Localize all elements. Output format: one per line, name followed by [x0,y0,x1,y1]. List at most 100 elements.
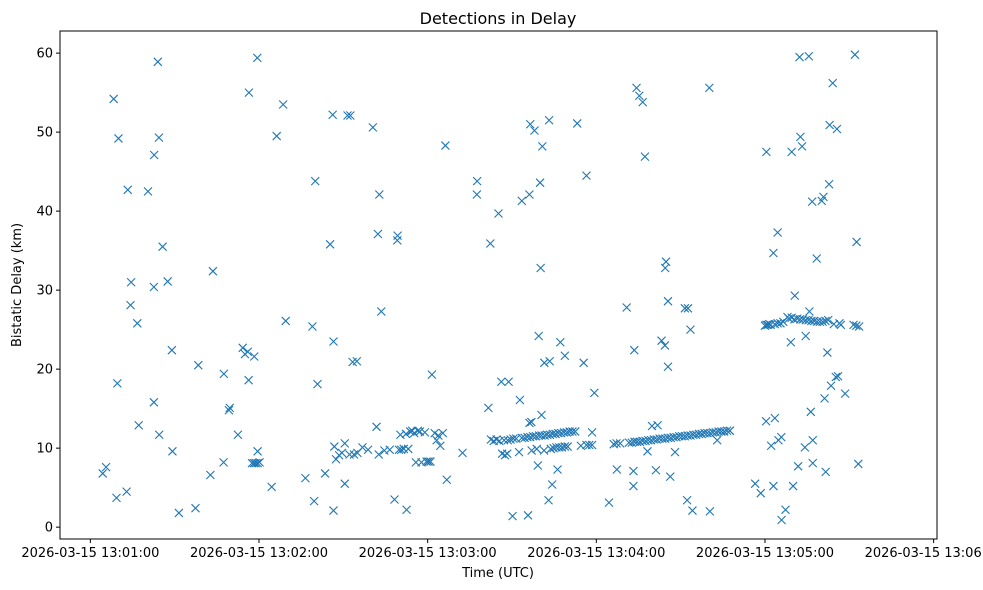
data-point-marker [149,150,159,160]
data-point-marker [629,345,639,355]
data-point-marker [532,444,542,454]
data-point-marker [525,418,534,428]
data-point-marker [850,50,860,60]
data-point-marker [483,403,493,413]
data-point-marker [821,467,831,477]
data-point-marker [174,508,184,518]
data-point-marker [722,426,732,436]
data-point-marker [249,352,259,361]
x-tick-label: 2026-03-15 13:06:00 [865,546,983,561]
data-point-marker [790,291,800,301]
data-point-marker [761,147,771,157]
data-point-marker [788,481,798,491]
data-point-marker [536,263,546,273]
data-point-marker [132,318,142,328]
data-point-marker [849,320,858,330]
data-point-marker [112,378,122,388]
data-point-marker [101,462,111,472]
data-point-marker [545,356,555,366]
data-point-marker [796,132,805,142]
data-point-marker [622,303,632,312]
data-point-marker [123,185,133,195]
data-point-marker [390,495,399,504]
data-point-marker [122,487,132,496]
data-point-marker [665,472,675,481]
data-point-marker [244,375,253,385]
data-point-marker [773,318,783,328]
data-point-marker [219,369,229,379]
plot-border [59,30,938,540]
data-point-marker [343,111,352,120]
data-point-marker [853,459,863,469]
data-point-marker [781,505,790,515]
data-point-marker [442,475,452,485]
data-point-marker [126,300,135,310]
data-point-marker [337,448,347,458]
data-point-marker [301,473,310,483]
data-point-marker [267,482,277,492]
data-point-marker [682,495,692,505]
data-point-marker [329,337,338,346]
data-point-marker [807,197,817,207]
data-point-marker [158,242,167,252]
y-axis-ticks: 0 10 20 30 40 50 60 [36,47,60,536]
data-point-marker [663,296,673,306]
data-point-marker [833,371,843,381]
data-point-marker [587,427,597,437]
y-tick-label: 30 [36,284,53,299]
data-point-marker [432,435,442,445]
data-point-marker [514,447,524,457]
data-point-marker [530,126,539,135]
data-point-marker [358,442,367,452]
data-point-marker [527,446,537,455]
data-point-marker [632,83,641,93]
data-point-marker [686,325,695,335]
data-point-marker [153,57,163,67]
y-tick-label: 20 [36,363,53,378]
data-point-marker [800,442,810,452]
data-point-marker [494,209,503,218]
data-point-marker [670,447,680,457]
data-point-marker [278,100,288,109]
data-point-marker [345,111,355,120]
data-point-marker [345,450,354,459]
data-point-marker [638,97,648,107]
data-point-marker [238,343,248,353]
data-point-marker [372,422,381,432]
data-point-marker [504,377,514,387]
data-markers [98,50,864,525]
data-point-marker [340,479,350,489]
data-point-marker [657,336,666,346]
data-point-marker [824,179,834,189]
data-point-marker [112,493,121,503]
data-point-marker [651,465,661,475]
data-point-marker [424,457,433,466]
data-point-marker [492,435,501,444]
data-point-marker [134,420,144,430]
data-point-marker [766,441,776,451]
data-point-marker [776,318,785,328]
data-point-marker [208,266,218,276]
data-point-marker [109,94,119,104]
data-point-marker [503,435,513,445]
data-point-marker [253,446,262,456]
data-point-marker [640,152,650,162]
data-point-marker [761,320,771,330]
data-point-marker [525,119,535,129]
x-tick-label: 2026-03-15 13:05:00 [696,546,834,561]
data-point-marker [440,141,450,150]
data-point-marker [852,237,861,247]
data-point-marker [806,407,816,417]
data-point-marker [225,403,235,413]
data-point-marker [426,457,435,466]
data-point-marker [773,228,783,237]
data-point-marker [769,481,778,491]
data-point-marker [568,427,577,436]
data-point-marker [219,457,228,467]
data-point-marker [422,457,431,466]
x-axis-label: Time (UTC) [461,566,534,581]
data-point-marker [828,78,838,88]
data-point-marker [523,510,533,520]
data-point-marker [795,52,804,62]
y-axis-label: Bistatic Delay (km) [10,223,25,347]
